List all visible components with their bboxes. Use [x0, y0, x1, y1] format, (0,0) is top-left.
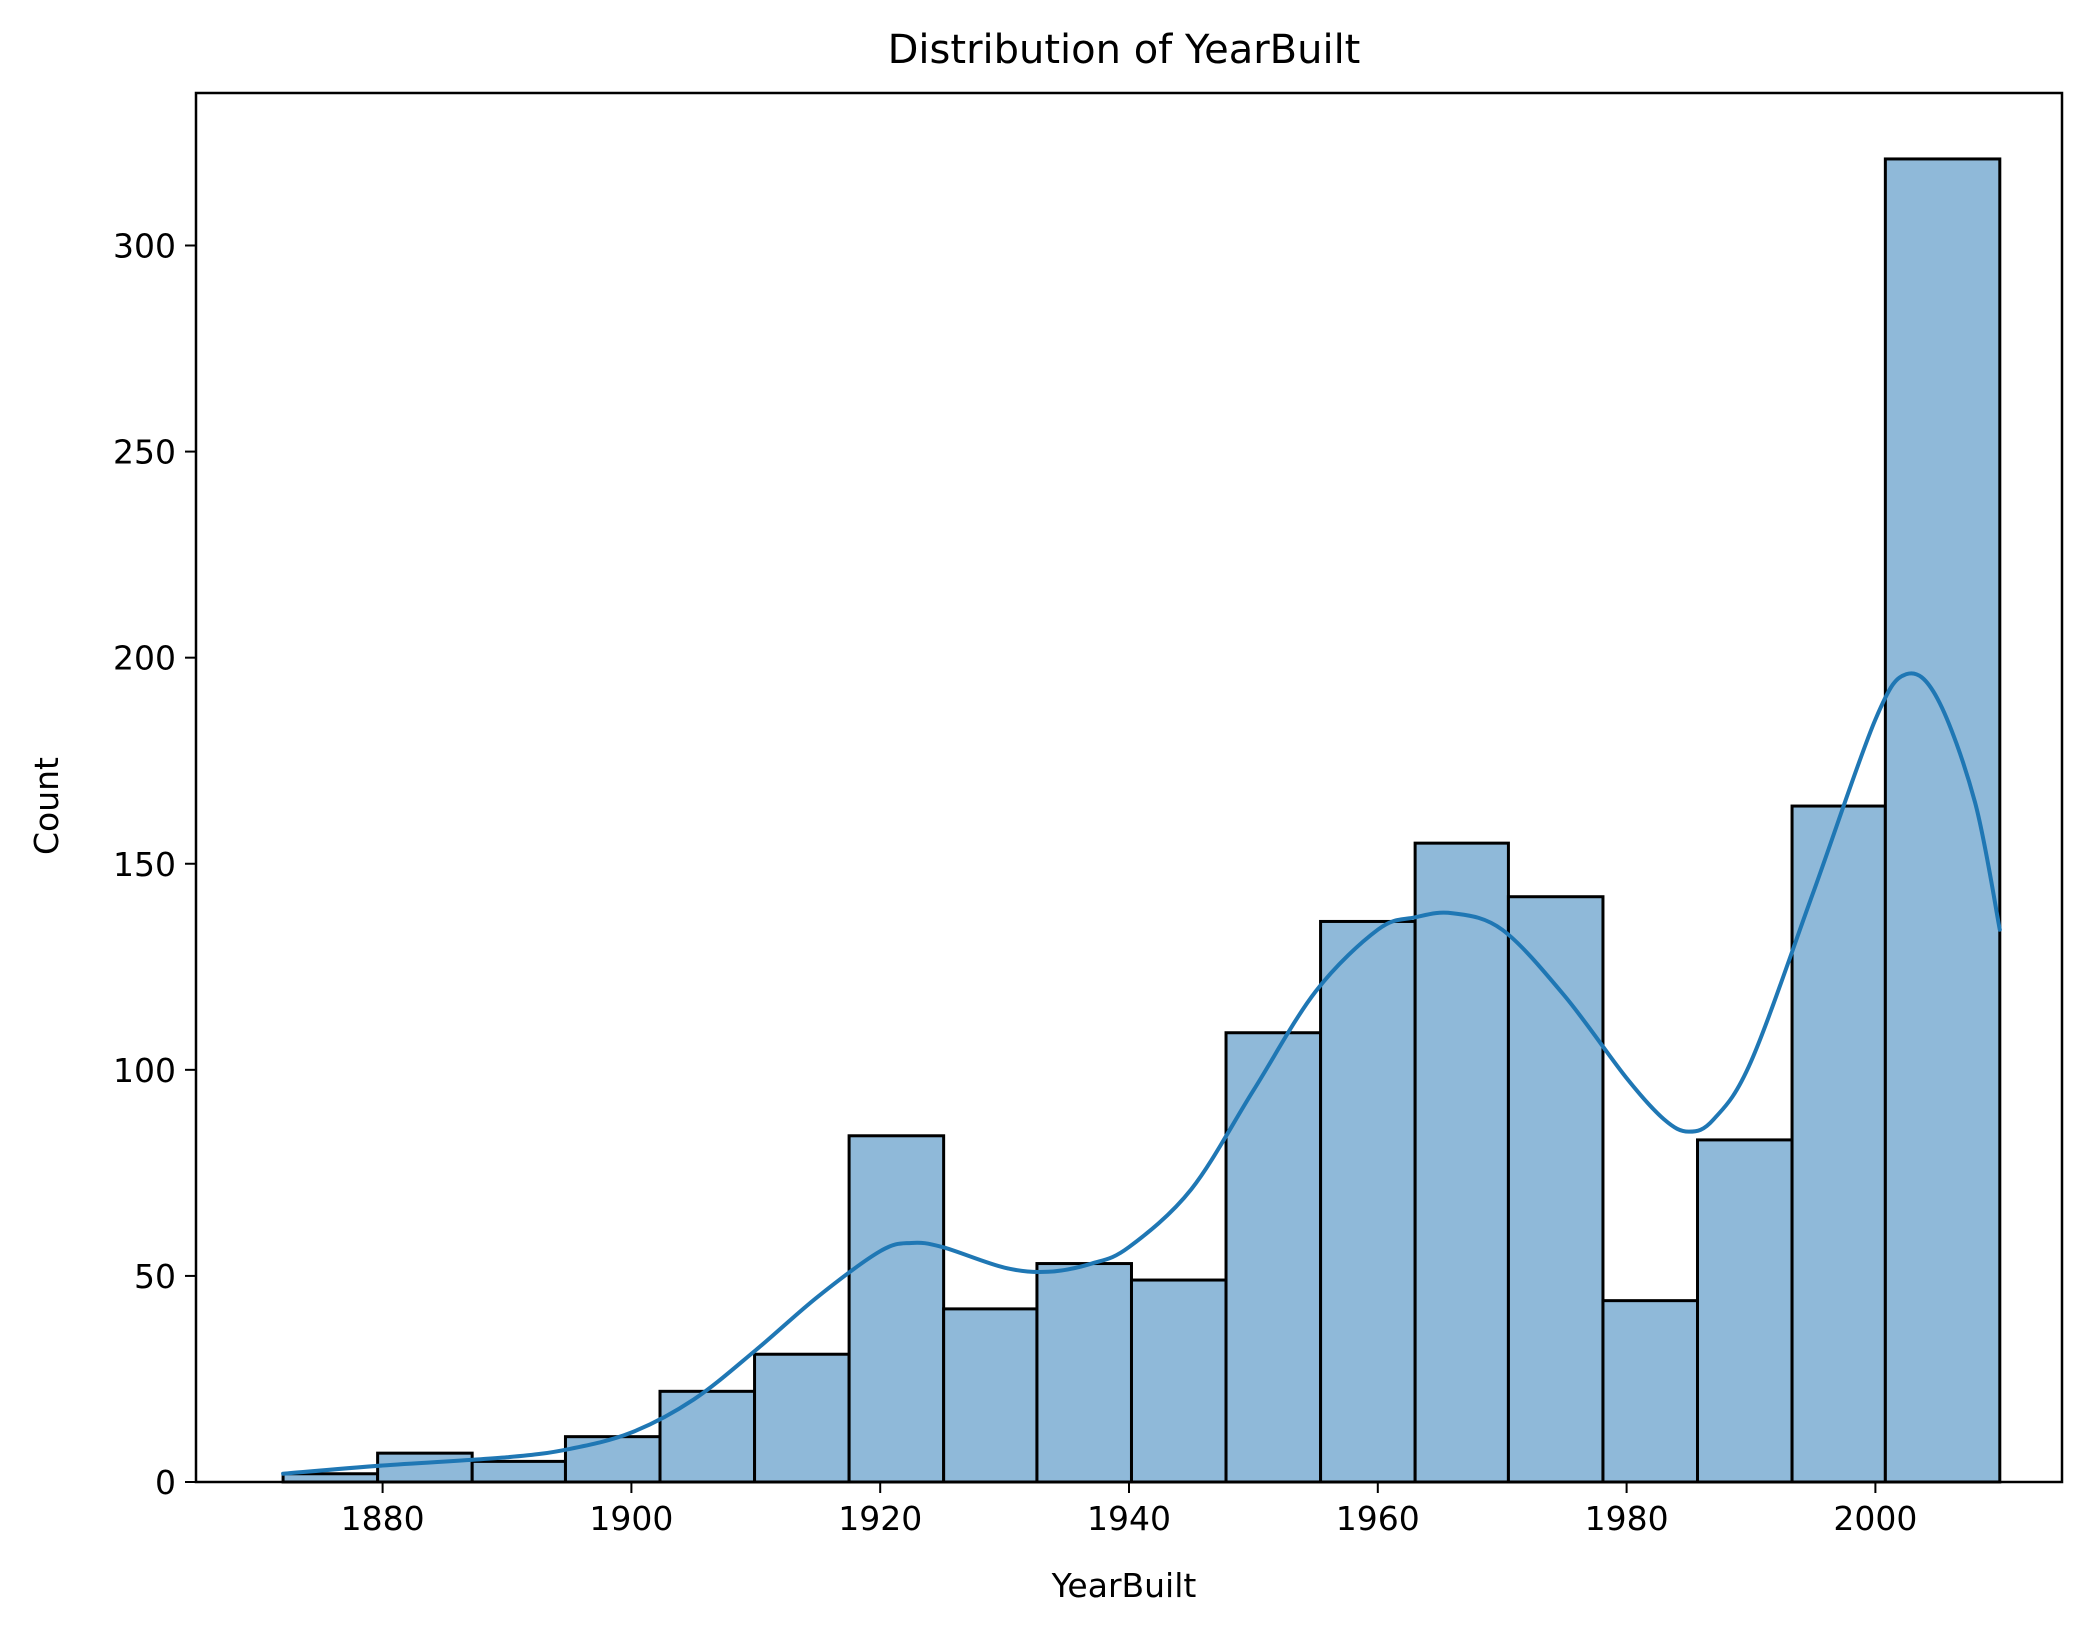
y-axis-ticks: 0 50 100 150 200 250 300 [113, 227, 196, 1502]
x-tick-label: 1960 [1336, 1499, 1420, 1538]
histogram-bar-13 [1506, 895, 1605, 1484]
histogram-bar-5 [753, 1352, 851, 1484]
y-tick-label: 150 [113, 845, 176, 884]
histogram-bar-14 [1601, 1299, 1700, 1484]
x-tick-label: 1940 [1087, 1499, 1171, 1538]
y-tick-label: 50 [134, 1257, 176, 1296]
histogram-bar-6 [847, 1134, 946, 1484]
kde-curve [281, 671, 2002, 1476]
x-tick-label: 1880 [341, 1499, 425, 1538]
y-tick-label: 200 [113, 639, 176, 678]
x-axis-label: YearBuilt [1051, 1566, 1197, 1605]
chart-title: Distribution of YearBuilt [888, 27, 1361, 73]
histogram-bar-2 [470, 1459, 567, 1484]
y-tick-label: 100 [113, 1051, 176, 1090]
x-tick-label: 1980 [1585, 1499, 1669, 1538]
histogram-bar-1 [376, 1451, 474, 1484]
x-tick-label: 1920 [838, 1499, 922, 1538]
histogram-bar-3 [563, 1435, 662, 1484]
histogram-bar-11 [1319, 919, 1417, 1484]
histogram-bar-7 [942, 1307, 1039, 1484]
histogram-bars [281, 157, 2002, 1484]
y-tick-label: 300 [113, 227, 176, 266]
histogram-bar-8 [1035, 1262, 1133, 1484]
y-axis-label: Count [27, 757, 66, 855]
x-tick-label: 1900 [589, 1499, 673, 1538]
histogram-bar-12 [1413, 841, 1510, 1484]
x-axis-ticks: 1880 1900 1920 1940 1960 1980 2000 [341, 1482, 1917, 1538]
y-tick-label: 250 [113, 433, 176, 472]
x-tick-label: 2000 [1833, 1499, 1917, 1538]
histogram-bar-9 [1129, 1278, 1228, 1484]
histogram-bar-17 [1883, 157, 2002, 1484]
histogram-bar-10 [1224, 1031, 1323, 1484]
histogram-bar-15 [1696, 1138, 1794, 1484]
y-tick-label: 0 [155, 1463, 176, 1502]
histogram-bar-4 [658, 1389, 757, 1484]
